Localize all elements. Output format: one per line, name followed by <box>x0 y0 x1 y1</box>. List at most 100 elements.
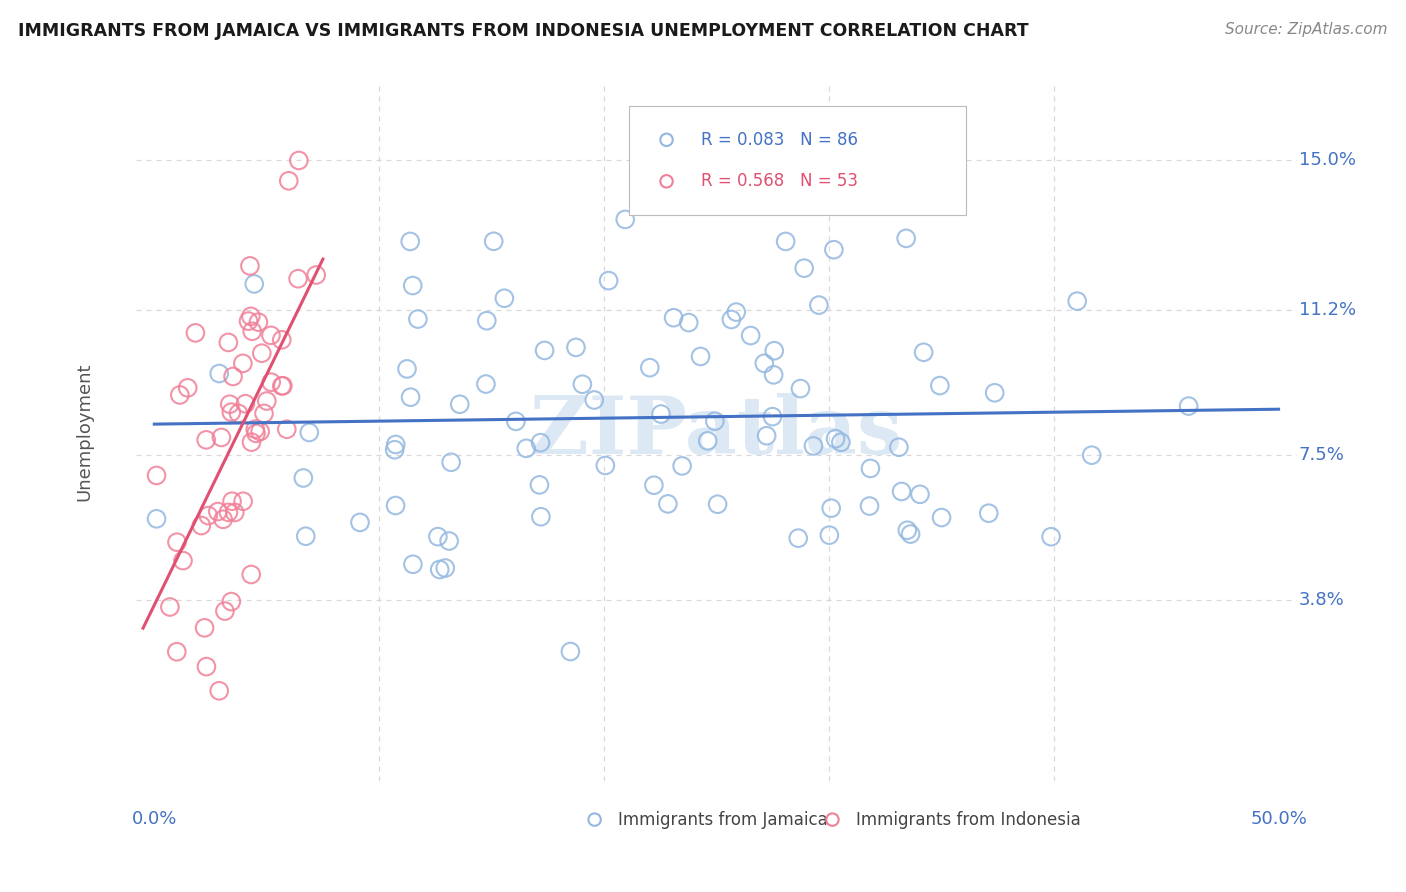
Point <box>583 392 606 407</box>
Point <box>177 381 200 395</box>
Point <box>1080 448 1102 462</box>
Point <box>292 471 315 485</box>
Text: Unemployment: Unemployment <box>75 362 93 500</box>
Point <box>221 594 243 608</box>
Point <box>858 499 880 513</box>
Point <box>305 268 328 282</box>
Text: 3.8%: 3.8% <box>1299 591 1344 609</box>
Point <box>221 494 243 508</box>
Text: 7.5%: 7.5% <box>1299 446 1344 464</box>
Point <box>245 426 267 441</box>
Point <box>277 174 299 188</box>
Point <box>402 558 425 572</box>
Point <box>429 562 451 576</box>
Point <box>190 518 212 533</box>
Point <box>830 435 852 450</box>
Text: 11.2%: 11.2% <box>1299 301 1355 318</box>
Point <box>195 433 218 447</box>
Point <box>482 235 505 249</box>
Point <box>533 343 555 358</box>
Point <box>761 409 783 424</box>
Point <box>384 499 406 513</box>
Point <box>349 516 371 530</box>
Point <box>298 425 321 440</box>
Point <box>224 505 246 519</box>
Point <box>565 340 588 354</box>
Point <box>887 440 910 454</box>
Point <box>159 599 181 614</box>
Point <box>793 261 815 276</box>
Point <box>232 494 254 508</box>
Point <box>276 422 298 436</box>
Point <box>247 315 270 329</box>
Point <box>218 397 240 411</box>
Point <box>209 430 232 444</box>
Point <box>440 455 463 469</box>
Point <box>217 505 239 519</box>
Point <box>222 369 245 384</box>
Point <box>807 298 830 312</box>
Point <box>824 432 846 446</box>
Point <box>529 435 551 450</box>
Point <box>977 506 1000 520</box>
Point <box>789 382 811 396</box>
Point <box>662 310 685 325</box>
Point <box>406 312 429 326</box>
Point <box>426 530 449 544</box>
Point <box>240 435 263 450</box>
Point <box>475 314 498 328</box>
Point <box>614 212 637 227</box>
Point <box>740 328 762 343</box>
Point <box>239 259 262 273</box>
Point <box>598 274 620 288</box>
Text: 15.0%: 15.0% <box>1299 152 1355 169</box>
Point <box>529 478 551 492</box>
Point <box>823 243 845 257</box>
Point <box>671 458 693 473</box>
Point <box>217 335 239 350</box>
Point <box>803 439 825 453</box>
Point <box>208 367 231 381</box>
Point <box>256 394 278 409</box>
Point <box>197 508 219 523</box>
Point <box>287 271 309 285</box>
Point <box>399 235 422 249</box>
Point <box>228 407 250 421</box>
Point <box>184 326 207 340</box>
Point <box>505 414 527 428</box>
Point <box>271 378 294 392</box>
Point <box>207 505 229 519</box>
Point <box>696 434 718 448</box>
Point <box>931 510 953 524</box>
Text: 0.0%: 0.0% <box>132 810 177 828</box>
Point <box>172 554 194 568</box>
Text: 50.0%: 50.0% <box>1250 810 1308 828</box>
Point <box>260 328 283 343</box>
Point <box>240 567 263 582</box>
Text: R = 0.083   N = 86: R = 0.083 N = 86 <box>702 131 858 149</box>
Point <box>449 397 471 411</box>
Point <box>763 343 786 358</box>
Point <box>239 310 262 324</box>
Point <box>270 379 292 393</box>
Point <box>208 683 231 698</box>
Point <box>908 487 931 501</box>
Text: IMMIGRANTS FROM JAMAICA VS IMMIGRANTS FROM INDONESIA UNEMPLOYMENT CORRELATION CH: IMMIGRANTS FROM JAMAICA VS IMMIGRANTS FR… <box>18 22 1029 40</box>
Point <box>689 350 711 364</box>
Point <box>859 461 882 475</box>
Point <box>638 360 661 375</box>
Point <box>245 422 267 436</box>
Point <box>221 405 243 419</box>
Point <box>253 406 276 420</box>
Point <box>890 484 912 499</box>
Point <box>249 425 271 439</box>
Point <box>232 356 254 370</box>
Point <box>754 356 776 370</box>
Point <box>166 645 188 659</box>
Text: R = 0.568   N = 53: R = 0.568 N = 53 <box>702 172 858 190</box>
Point <box>515 442 537 456</box>
Point <box>475 377 498 392</box>
Point <box>1177 399 1199 413</box>
Point <box>434 561 457 575</box>
Text: Immigrants from Indonesia: Immigrants from Indonesia <box>856 811 1080 829</box>
